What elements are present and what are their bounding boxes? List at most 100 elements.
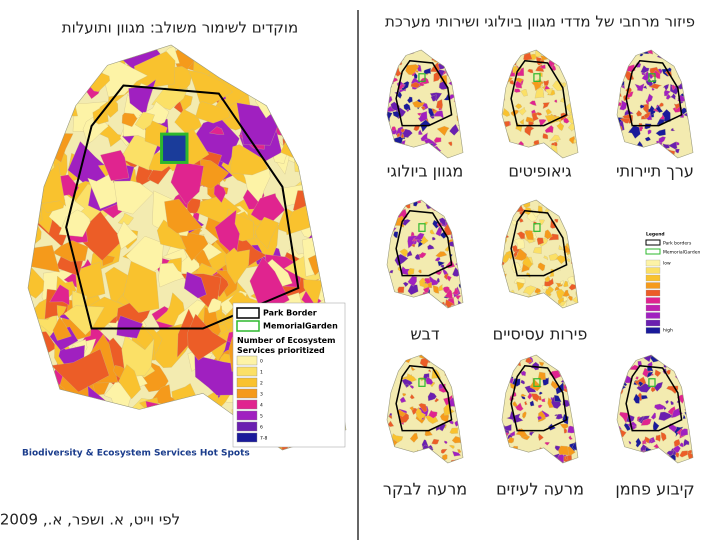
mini-legend-label: Park borders bbox=[663, 241, 692, 247]
map-label: מרעה לעיזים bbox=[496, 480, 584, 499]
patch bbox=[652, 69, 661, 79]
patch bbox=[556, 454, 565, 463]
park-border bbox=[395, 60, 453, 127]
class-label: 1 bbox=[260, 370, 263, 376]
patch bbox=[524, 400, 528, 406]
patch bbox=[440, 448, 448, 454]
patch bbox=[563, 428, 568, 434]
patch bbox=[537, 262, 546, 272]
mini-legend-label: high bbox=[663, 328, 673, 334]
patch bbox=[638, 126, 644, 132]
patch bbox=[529, 400, 535, 407]
patch bbox=[544, 125, 554, 134]
patch bbox=[207, 298, 222, 314]
patch bbox=[444, 440, 448, 445]
class-label: 2 bbox=[260, 381, 263, 387]
patch bbox=[49, 284, 70, 306]
patch bbox=[393, 231, 399, 239]
patch bbox=[527, 68, 534, 74]
scale-swatch bbox=[645, 259, 661, 267]
patch bbox=[170, 161, 204, 205]
patch bbox=[409, 384, 414, 389]
patch bbox=[554, 218, 559, 223]
patch bbox=[444, 245, 449, 252]
scale-swatch bbox=[645, 327, 661, 334]
patch bbox=[661, 109, 671, 122]
patch bbox=[448, 444, 455, 449]
class-label: 5 bbox=[260, 414, 263, 420]
patch bbox=[407, 250, 413, 258]
patch bbox=[409, 393, 415, 400]
patch bbox=[666, 450, 674, 456]
patch bbox=[432, 110, 444, 120]
patch bbox=[645, 50, 654, 55]
mini-legend-label: MemorialGarden bbox=[663, 250, 701, 256]
memorial-garden bbox=[160, 132, 189, 164]
legend-heading: Number of Ecosystem Services prioritized bbox=[237, 336, 335, 355]
mini-legend-label: low bbox=[663, 261, 671, 267]
patch bbox=[639, 53, 644, 57]
class-swatch bbox=[236, 399, 258, 410]
patch bbox=[544, 442, 550, 446]
patch bbox=[134, 111, 155, 131]
patch bbox=[431, 438, 440, 445]
patch bbox=[425, 376, 434, 385]
patch bbox=[653, 381, 664, 392]
caption: Biodiversity & Ecosystem Services Hot Sp… bbox=[22, 449, 250, 459]
patch bbox=[538, 433, 544, 442]
legend-label: Park Border bbox=[263, 309, 317, 318]
patch bbox=[541, 398, 546, 403]
patch bbox=[669, 92, 676, 101]
patch bbox=[673, 439, 681, 448]
patch bbox=[529, 377, 542, 392]
patch bbox=[538, 391, 543, 396]
patch bbox=[529, 431, 535, 437]
patch bbox=[539, 64, 546, 69]
patch bbox=[663, 89, 671, 97]
patch bbox=[543, 79, 549, 87]
patch bbox=[519, 218, 524, 223]
patch bbox=[52, 316, 72, 341]
patch bbox=[641, 395, 649, 400]
map-label: גיאופיטים bbox=[508, 162, 572, 181]
patch bbox=[640, 418, 652, 426]
class-swatch bbox=[236, 432, 258, 443]
legend: Park Border MemorialGarden Number of Ecosy… bbox=[236, 307, 338, 443]
patch bbox=[63, 305, 105, 336]
class-label: 6 bbox=[260, 425, 263, 431]
patch bbox=[542, 133, 549, 140]
patch bbox=[151, 87, 189, 111]
patch bbox=[524, 230, 534, 241]
patch bbox=[520, 89, 528, 97]
park-border bbox=[510, 210, 568, 277]
patch bbox=[633, 393, 640, 404]
patch bbox=[565, 455, 569, 461]
park-border bbox=[65, 84, 300, 330]
patch bbox=[418, 129, 423, 135]
patch bbox=[671, 84, 676, 91]
memorial-garden bbox=[648, 73, 656, 82]
patch bbox=[673, 103, 680, 110]
garden-swatch bbox=[236, 320, 260, 332]
patch bbox=[544, 114, 555, 123]
patch bbox=[645, 99, 650, 105]
patch bbox=[520, 379, 526, 385]
patch bbox=[432, 285, 440, 294]
class-label: 3 bbox=[260, 392, 263, 398]
map-outline bbox=[501, 199, 579, 309]
patch bbox=[402, 219, 411, 226]
patch bbox=[438, 107, 443, 111]
patch bbox=[650, 412, 657, 420]
patch bbox=[406, 108, 410, 112]
memorial-garden bbox=[418, 73, 426, 82]
patch bbox=[402, 281, 409, 288]
patch bbox=[635, 437, 642, 448]
patch bbox=[531, 112, 539, 122]
mini-legend: Legend Park borders MemorialGarden low high bbox=[645, 232, 701, 334]
patch bbox=[429, 229, 435, 235]
patch bbox=[412, 100, 426, 108]
patch bbox=[522, 411, 527, 419]
patch bbox=[670, 127, 676, 132]
patch bbox=[437, 261, 446, 267]
patch bbox=[514, 88, 521, 93]
